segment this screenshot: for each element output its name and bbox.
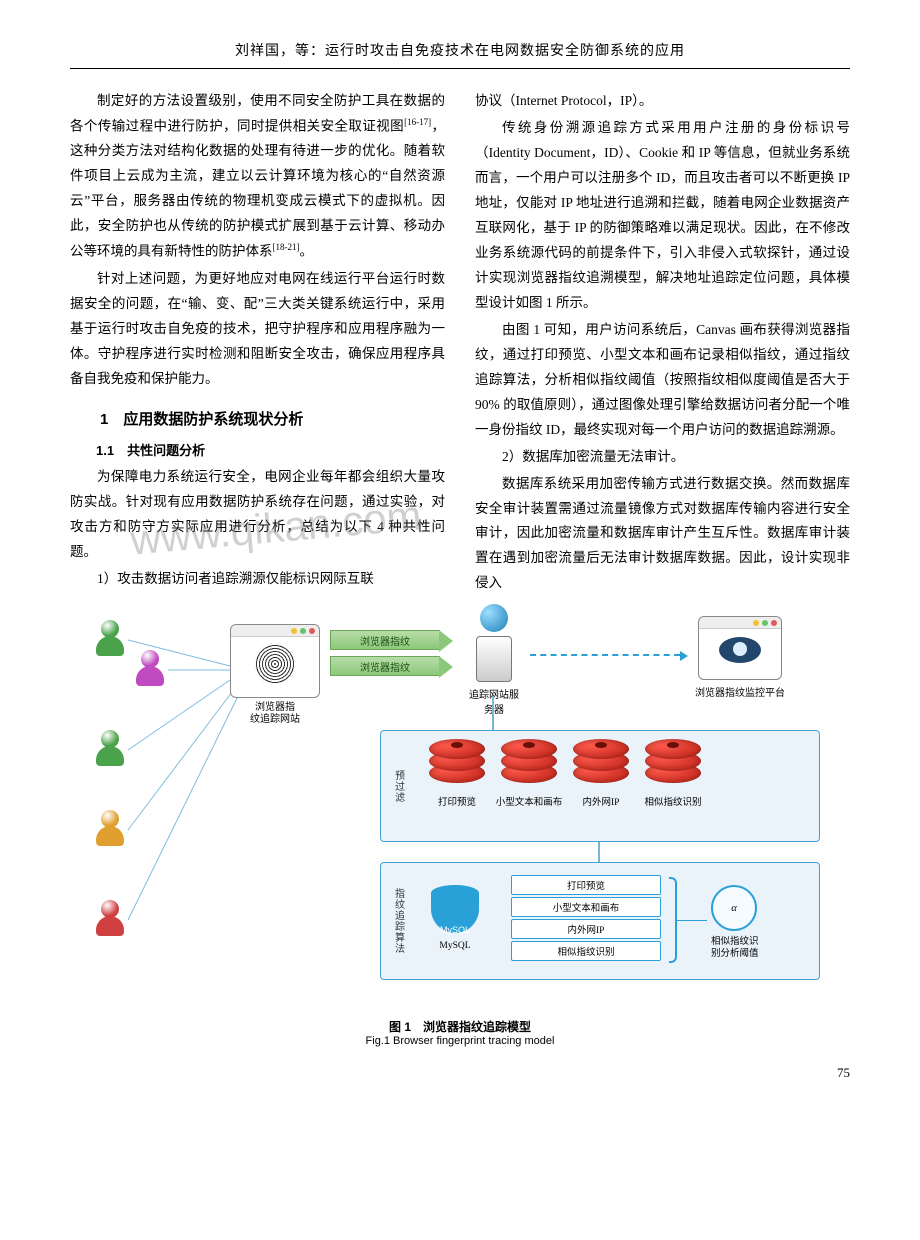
figure-1: 浏览器指 纹追踪网站 浏览器指纹 浏览器指纹 追踪网站服务器 浏览器指纹监控平台 [70, 610, 850, 1047]
heading-2: 1.1 共性问题分析 [70, 439, 445, 463]
para: 由图 1 可知，用户访问系统后，Canvas 画布获得浏览器指纹，通过打印预览、… [475, 318, 850, 443]
tracking-server-icon: 追踪网站服务器 [465, 618, 523, 716]
page-number: 75 [70, 1065, 850, 1081]
para: 协议（Internet Protocol，IP）。 [475, 89, 850, 114]
header-rule [70, 68, 850, 69]
para: 传统身份溯源追踪方式采用用户注册的身份标识号（Identity Document… [475, 116, 850, 316]
left-column: 制定好的方法设置级别，使用不同安全防护工具在数据的各个传输过程中进行防护，同时提… [70, 89, 445, 598]
para: 针对上述问题，为更好地应对电网在线运行平台运行时数据安全的问题，在“输、变、配”… [70, 267, 445, 392]
monitor-platform-icon: 浏览器指纹监控平台 [690, 616, 790, 699]
arrow-2: 浏览器指纹 [330, 656, 440, 676]
figure-caption-zh: 图 1 浏览器指纹追踪模型 [70, 1018, 850, 1035]
dashed-arrow-icon [530, 654, 680, 656]
para: 1）攻击数据访问者追踪溯源仅能标识网际互联 [70, 567, 445, 592]
prefilter-panel: 预 过 滤 打印预览 小型文本和画布 内外网IP 相似指纹识别 [380, 730, 820, 842]
algorithm-panel: 指 纹 追 踪 算 法 MySQL MySQL 打印预览 小型文本和画布 内外网… [380, 862, 820, 980]
para: 制定好的方法设置级别，使用不同安全防护工具在数据的各个传输过程中进行防护，同时提… [70, 89, 445, 265]
fingerprint-site-label: 浏览器指 纹追踪网站 [230, 702, 320, 726]
right-column: 协议（Internet Protocol，IP）。 传统身份溯源追踪方式采用用户… [475, 89, 850, 598]
para: 为保障电力系统运行安全，电网企业每年都会组织大量攻防实战。针对现有应用数据防护系… [70, 465, 445, 565]
para: 数据库系统采用加密传输方式进行数据交换。然而数据库安全审计装置需通过流量镜像方式… [475, 472, 850, 597]
heading-1: 1 应用数据防护系统现状分析 [70, 406, 445, 434]
para: 2）数据库加密流量无法审计。 [475, 445, 850, 470]
arrow-1: 浏览器指纹 [330, 630, 440, 650]
figure-caption-en: Fig.1 Browser fingerprint tracing model [70, 1035, 850, 1047]
page-header: 刘祥国，等：运行时攻击自免疫技术在电网数据安全防御系统的应用 [70, 40, 850, 60]
